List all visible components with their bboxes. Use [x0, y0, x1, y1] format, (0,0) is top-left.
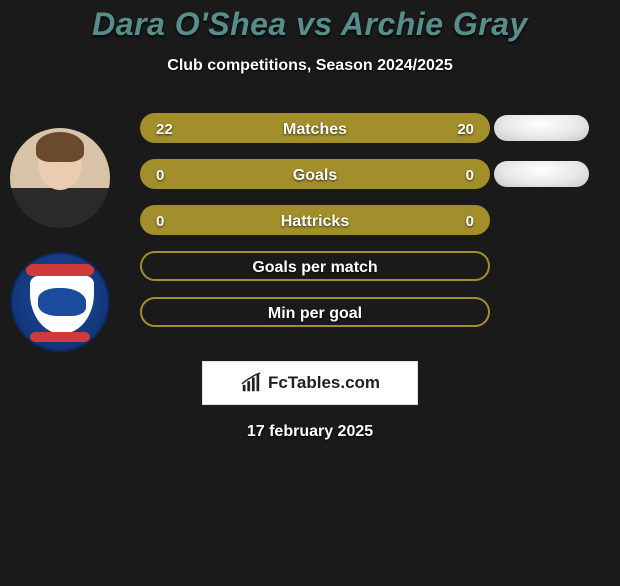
stat-label: Goals	[142, 161, 488, 191]
stat-left-value: 0	[156, 161, 164, 191]
page-title: Dara O'Shea vs Archie Gray	[0, 6, 620, 43]
stat-right-value: 20	[457, 115, 474, 145]
stat-rows: Matches2220Goals00Hattricks00Goals per m…	[0, 113, 620, 343]
watermark: FcTables.com	[202, 361, 418, 405]
stat-label: Hattricks	[142, 207, 488, 237]
stat-bar: Goals0 0	[140, 159, 490, 189]
comparison-pill	[494, 115, 589, 141]
stat-label: Min per goal	[142, 299, 488, 329]
date-text: 17 february 2025	[0, 423, 620, 441]
stat-row: Goals0 0	[0, 159, 620, 205]
stat-row: Goals per match	[0, 251, 620, 297]
stat-right-value: 0	[466, 161, 474, 191]
stat-row: Hattricks0 0	[0, 205, 620, 251]
subtitle: Club competitions, Season 2024/2025	[0, 57, 620, 75]
stat-bar: Matches22 20	[140, 113, 490, 143]
comparison-pill	[494, 161, 589, 187]
stat-label: Matches	[142, 115, 488, 145]
stat-right-value: 0	[466, 207, 474, 237]
stat-left-value: 0	[156, 207, 164, 237]
stat-bar: Min per goal	[140, 297, 490, 327]
watermark-text: FcTables.com	[268, 373, 380, 393]
bar-chart-icon	[240, 372, 262, 394]
stat-left-value: 22	[156, 115, 173, 145]
stat-row: Min per goal	[0, 297, 620, 343]
stat-bar: Goals per match	[140, 251, 490, 281]
stat-row: Matches22 20	[0, 113, 620, 159]
stat-bar: Hattricks0 0	[140, 205, 490, 235]
stat-label: Goals per match	[142, 253, 488, 283]
